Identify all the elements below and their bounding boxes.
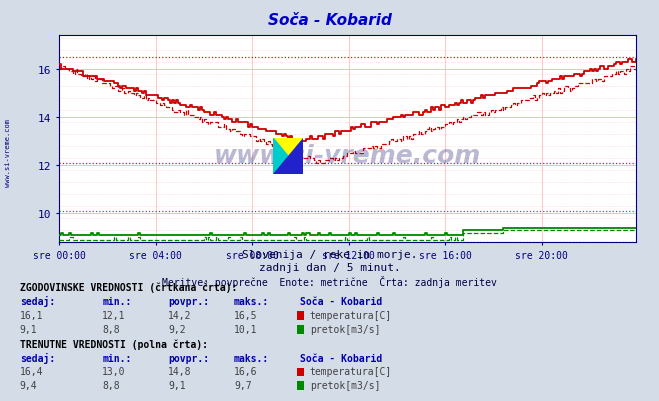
Text: 9,1: 9,1 [168, 380, 186, 390]
Text: 13,0: 13,0 [102, 367, 126, 377]
Text: ZGODOVINSKE VREDNOSTI (črtkana črta):: ZGODOVINSKE VREDNOSTI (črtkana črta): [20, 282, 237, 293]
Text: 12,1: 12,1 [102, 310, 126, 320]
Text: 9,2: 9,2 [168, 324, 186, 334]
Text: 14,2: 14,2 [168, 310, 192, 320]
Text: temperatura[C]: temperatura[C] [310, 367, 392, 377]
Text: povpr.:: povpr.: [168, 296, 209, 306]
Text: 16,1: 16,1 [20, 310, 43, 320]
Text: Soča - Kobarid: Soča - Kobarid [268, 13, 391, 28]
Text: min.:: min.: [102, 353, 132, 363]
Text: temperatura[C]: temperatura[C] [310, 310, 392, 320]
Text: TRENUTNE VREDNOSTI (polna črta):: TRENUTNE VREDNOSTI (polna črta): [20, 338, 208, 349]
Text: maks.:: maks.: [234, 353, 269, 363]
Text: 9,4: 9,4 [20, 380, 38, 390]
Text: 9,7: 9,7 [234, 380, 252, 390]
Text: 10,1: 10,1 [234, 324, 258, 334]
Text: maks.:: maks.: [234, 296, 269, 306]
Text: Meritve: povprečne  Enote: metrične  Črta: zadnja meritev: Meritve: povprečne Enote: metrične Črta:… [162, 275, 497, 287]
Text: zadnji dan / 5 minut.: zadnji dan / 5 minut. [258, 262, 401, 272]
Polygon shape [273, 138, 302, 174]
Text: Slovenija / reke in morje.: Slovenija / reke in morje. [242, 249, 417, 259]
Text: 9,1: 9,1 [20, 324, 38, 334]
Text: Soča - Kobarid: Soča - Kobarid [300, 353, 382, 363]
Polygon shape [273, 138, 302, 174]
Text: min.:: min.: [102, 296, 132, 306]
Text: pretok[m3/s]: pretok[m3/s] [310, 324, 380, 334]
Text: 16,6: 16,6 [234, 367, 258, 377]
Text: pretok[m3/s]: pretok[m3/s] [310, 380, 380, 390]
Text: Soča - Kobarid: Soča - Kobarid [300, 296, 382, 306]
Text: 8,8: 8,8 [102, 324, 120, 334]
Text: 16,5: 16,5 [234, 310, 258, 320]
Polygon shape [273, 138, 302, 174]
Text: 8,8: 8,8 [102, 380, 120, 390]
Text: sedaj:: sedaj: [20, 352, 55, 363]
Text: povpr.:: povpr.: [168, 353, 209, 363]
Text: sedaj:: sedaj: [20, 296, 55, 306]
Text: 14,8: 14,8 [168, 367, 192, 377]
Text: 16,4: 16,4 [20, 367, 43, 377]
Text: www.si-vreme.com: www.si-vreme.com [5, 118, 11, 186]
Text: www.si-vreme.com: www.si-vreme.com [214, 144, 481, 168]
